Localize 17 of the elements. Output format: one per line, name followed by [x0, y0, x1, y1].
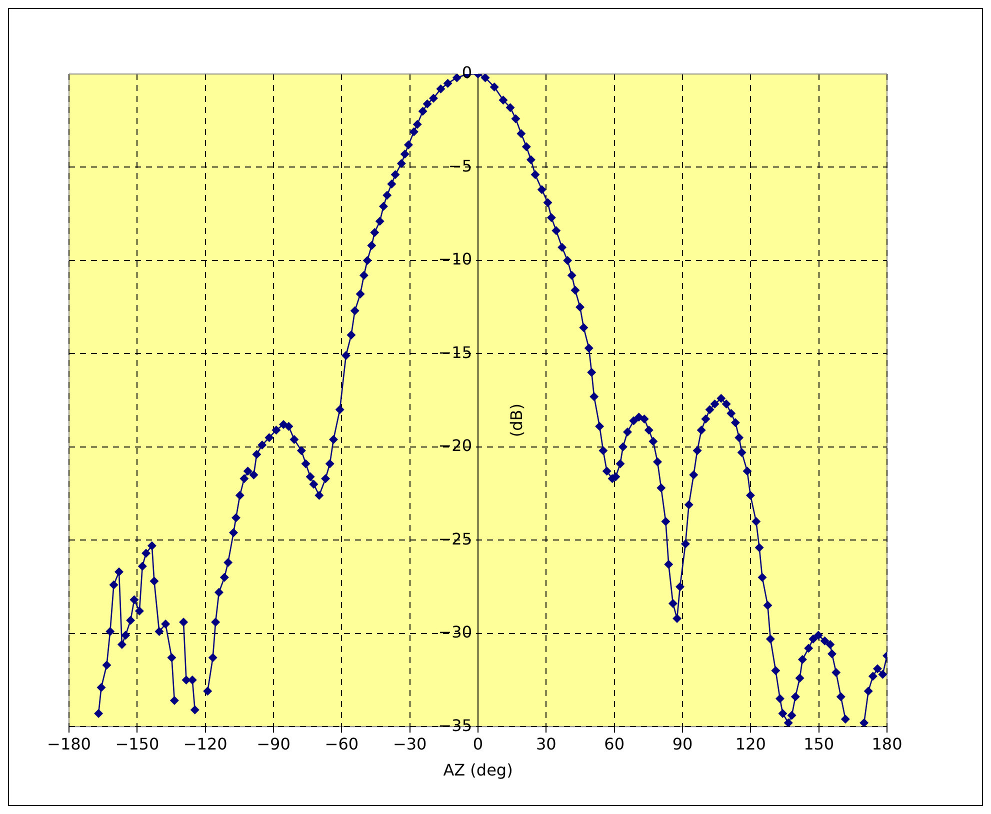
x-tick-label: −30: [392, 734, 427, 754]
x-tick-label: −90: [256, 734, 290, 754]
y-tick-label: −20: [438, 436, 472, 456]
x-tick-label: 150: [804, 734, 834, 754]
x-tick-label: 120: [735, 734, 766, 754]
x-tick-label: 180: [872, 734, 902, 754]
y-tick-label: −30: [438, 622, 472, 642]
y-axis-title: (dB): [507, 403, 526, 438]
x-tick-label: −150: [115, 734, 160, 754]
x-axis-title: AZ (deg): [443, 760, 513, 780]
x-tick-label: −120: [183, 734, 228, 754]
x-tick-label: 90: [672, 734, 693, 754]
x-tick-label: 30: [536, 734, 556, 754]
y-tick-label: −10: [438, 250, 472, 269]
x-tick-label: −180: [47, 734, 91, 754]
x-tick-label: 60: [604, 734, 625, 754]
x-tick-label: −60: [324, 734, 359, 754]
